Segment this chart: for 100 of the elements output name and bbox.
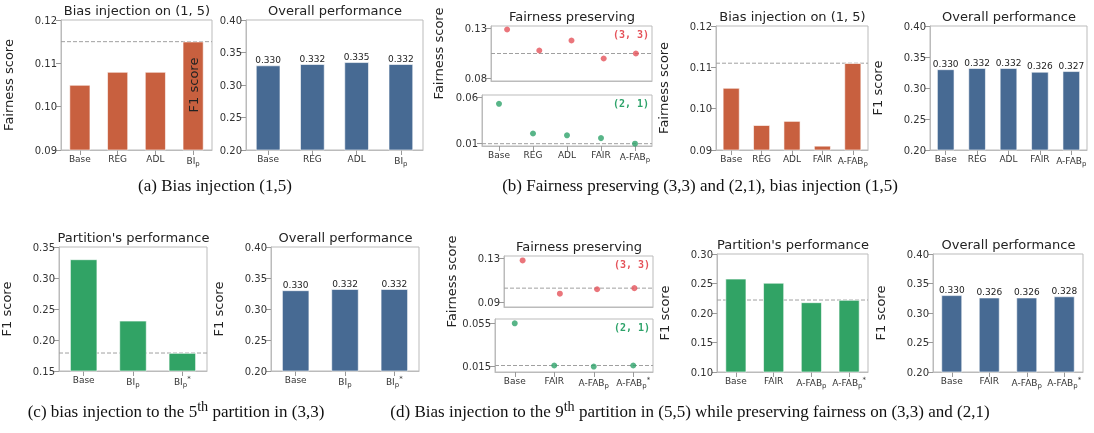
chart-title: Partition's performance [717, 237, 869, 252]
point [511, 320, 518, 327]
chart-title: Fairness preserving [515, 239, 643, 254]
point [630, 362, 637, 369]
y-tick-label: 0.15 [690, 337, 713, 348]
y-tick-label: 0.35 [219, 47, 242, 58]
point [551, 362, 558, 369]
chart-title: Bias injection on (1, 5) [719, 9, 866, 24]
data-label: 0.332 [387, 53, 414, 64]
y-tick-label: 0.40 [906, 248, 929, 260]
data-label: 0.330 [932, 58, 959, 69]
y-tick-label: 0.13 [464, 23, 487, 34]
y-tick-label: 0.09 [34, 144, 57, 156]
y-tick-label: 0.12 [34, 14, 57, 26]
y-tick-label: 0.10 [690, 366, 713, 378]
chart-title: Partition's performance [57, 230, 210, 245]
point [598, 135, 604, 142]
y-tick-label: 0.01 [455, 138, 478, 150]
annotation: (3, 3) [612, 28, 649, 40]
y-tick-label: 0.06 [455, 91, 478, 103]
x-tick-label: REG [967, 153, 987, 164]
chart-title: Overall performance [278, 230, 413, 245]
point [568, 37, 575, 44]
y-tick-label: 0.30 [244, 303, 267, 315]
y-axis-title: F1 score [186, 57, 201, 113]
point [556, 290, 563, 297]
y-tick-label: 0.40 [903, 20, 926, 32]
y-tick-label: 0.25 [244, 334, 267, 346]
x-tick-label: FAIR [979, 375, 999, 386]
annotation: (3, 3) [613, 258, 650, 270]
x-tick-label: Base [934, 153, 958, 164]
data-label: 0.330 [255, 55, 282, 65]
chart-title: Overall performance [942, 9, 1076, 24]
x-tick-label: Base [488, 149, 511, 160]
annotation: (2, 1) [613, 321, 650, 333]
point [590, 363, 597, 370]
y-tick-label: 0.25 [906, 337, 929, 348]
x-tick-label: FAIR [591, 149, 611, 160]
y-axis-title: F1 score [657, 285, 672, 341]
y-tick-label: 0.20 [244, 365, 267, 377]
data-label: 0.327 [1058, 60, 1085, 71]
y-tick-label: 0.40 [219, 14, 242, 26]
x-tick-label: Base [720, 153, 743, 164]
text: (c) bias injection to the 5$^{th}$ partition in (3,3) [27, 397, 325, 423]
y-tick-label: 0.11 [689, 61, 712, 73]
y-axis-title: F1 score [870, 60, 885, 116]
x-tick-label: FAIR [812, 153, 833, 164]
y-tick-label: 0.25 [903, 113, 926, 125]
data-label: 0.335 [343, 51, 370, 62]
y-tick-label: 0.09 [477, 297, 500, 309]
x-tick-label: REG [108, 153, 128, 164]
y-tick-label: 0.35 [32, 241, 55, 253]
data-label: 0.332 [332, 278, 358, 289]
y-tick-label: 0.30 [903, 82, 926, 94]
point [519, 257, 526, 264]
y-tick-label: 0.20 [903, 144, 926, 156]
x-tick-label: ADL [146, 153, 165, 164]
y-tick-label: 0.20 [219, 144, 242, 156]
y-tick-label: 0.25 [32, 303, 55, 315]
x-tick-label: REG [302, 153, 322, 164]
y-tick-label: 0.20 [32, 334, 55, 346]
y-tick-label: 0.15 [32, 365, 55, 377]
text: (d) Bias injection to the 9$^{th}$ partition in (5,5) while preserving fairness on (3,3) and (2,1) [390, 397, 990, 423]
data-label: 0.326 [976, 287, 1003, 298]
x-tick-label: Base [503, 375, 527, 386]
point [496, 100, 502, 107]
y-tick-label: 0.25 [219, 112, 242, 123]
y-tick-label: 0.35 [903, 51, 926, 63]
y-tick-label: 0.11 [34, 57, 57, 69]
x-tick-label: ADL [557, 149, 577, 160]
point [530, 130, 536, 137]
y-tick-label: 0.20 [906, 366, 929, 378]
y-tick-label: 0.015 [462, 361, 491, 373]
point [564, 132, 570, 139]
x-tick-label: Base [724, 375, 748, 386]
y-axis-title: F1 score [873, 285, 888, 341]
y-tick-label: 0.09 [689, 144, 712, 156]
y-tick-label: 0.13 [477, 252, 500, 264]
x-tick-label: REG [523, 149, 543, 160]
point [504, 26, 511, 33]
y-tick-label: 0.30 [32, 272, 55, 284]
x-tick-label: FAIR [544, 375, 564, 386]
x-tick-label: FAIR [763, 375, 784, 386]
data-label: 0.332 [995, 57, 1022, 68]
y-tick-label: 0.10 [689, 103, 712, 115]
data-label: 0.332 [964, 57, 990, 68]
x-tick-label: Base [257, 153, 280, 164]
y-tick-label: 0.055 [462, 317, 491, 329]
y-tick-label: 0.10 [34, 101, 57, 113]
x-tick-label: REG [752, 153, 772, 164]
y-axis-title: Fairness score [1, 39, 16, 131]
y-axis-title: Fairness score [656, 42, 671, 134]
y-tick-label: 0.30 [219, 79, 242, 91]
x-tick-label: Base [284, 374, 308, 385]
chart-title: Fairness preserving [508, 9, 636, 24]
data-label: 0.328 [1051, 285, 1078, 296]
x-tick-label: FAIR [1030, 153, 1050, 164]
data-label: 0.330 [938, 284, 965, 295]
point [631, 285, 638, 292]
chart-title: Bias injection on (1, 5) [63, 3, 211, 18]
